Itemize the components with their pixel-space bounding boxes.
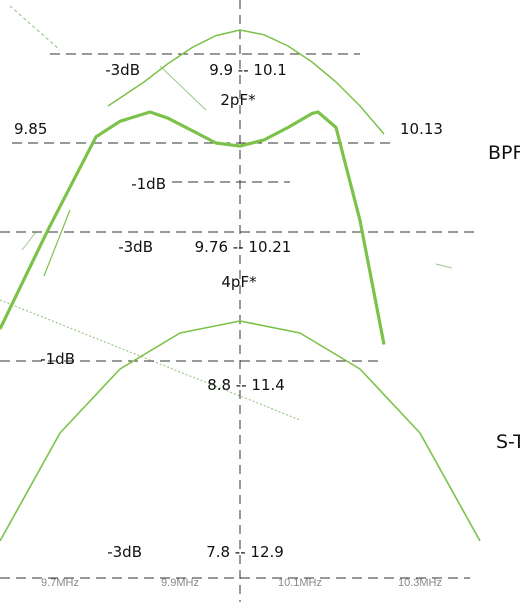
series-line-4pf xyxy=(0,320,481,542)
level-label: -1dB xyxy=(40,350,75,368)
stray-trace xyxy=(43,209,71,277)
bandwidth-label: 9.9 -- 10.1 xyxy=(209,61,287,79)
bandwidth-label: 9.76 -- 10.21 xyxy=(195,238,292,256)
side-label: BPF xyxy=(488,142,520,164)
x-tick-label: 10.1MHz xyxy=(278,577,322,589)
panel-label: 4pF* xyxy=(221,273,257,291)
level-label: -1dB xyxy=(131,175,166,193)
x-tick-label: 9.9MHz xyxy=(161,577,199,589)
stray-traces xyxy=(0,5,453,421)
bandwidth-label: 7.8 -- 12.9 xyxy=(206,543,284,561)
series-line-2pf xyxy=(107,29,385,135)
bandwidth-label: 8.8 -- 11.4 xyxy=(207,376,285,394)
side-label: S-T xyxy=(496,431,520,453)
stray-trace xyxy=(435,263,453,269)
level-label: -3dB xyxy=(118,238,153,256)
stray-trace xyxy=(0,299,301,421)
guide-lines xyxy=(0,0,478,602)
stray-trace xyxy=(159,65,207,111)
series-line-bpf xyxy=(0,110,386,345)
panel-label: 2pF* xyxy=(220,91,256,109)
response-curves xyxy=(0,29,481,542)
edge-frequency-label: 9.85 xyxy=(14,120,47,138)
x-axis-ticks: 9.7MHz 9.9MHz 10.1MHz 10.3MHz xyxy=(41,577,442,589)
stray-trace xyxy=(9,5,61,51)
stray-trace xyxy=(21,231,37,251)
annotation-text: 2pF* 4pF* -3dB 9.9 -- 10.1 9.85 10.13 -1dB -3dB… xyxy=(14,61,520,561)
x-tick-label: 9.7MHz xyxy=(41,577,79,589)
level-label: -3dB xyxy=(107,543,142,561)
edge-frequency-label: 10.13 xyxy=(400,120,443,138)
x-tick-label: 10.3MHz xyxy=(398,577,442,589)
level-label: -3dB xyxy=(105,61,140,79)
